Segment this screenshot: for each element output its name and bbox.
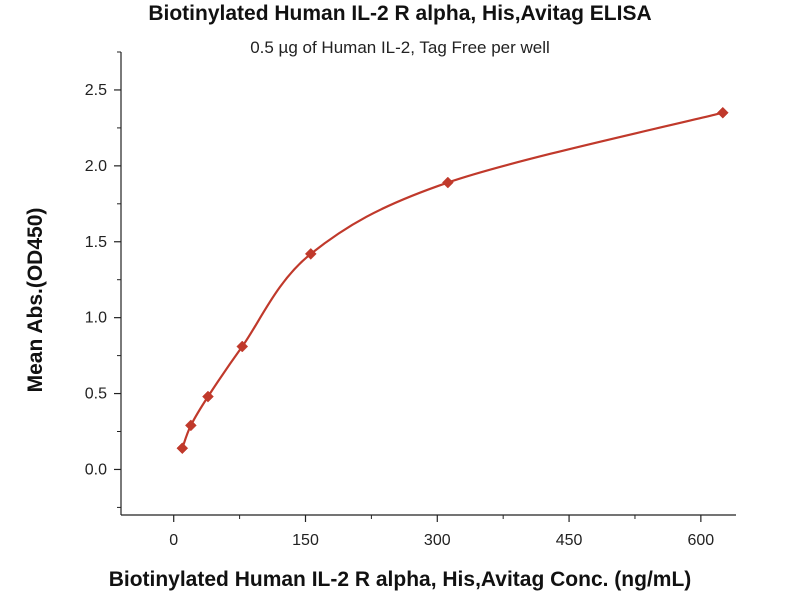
x-tick-label: 150 — [292, 532, 319, 549]
y-tick-label: 1.0 — [85, 310, 107, 327]
y-tick-label: 2.0 — [85, 158, 107, 175]
data-point — [184, 419, 197, 432]
x-tick-label: 450 — [556, 532, 583, 549]
x-tick-label: 300 — [424, 532, 451, 549]
chart-subtitle: 0.5 µg of Human IL-2, Tag Free per well — [250, 38, 550, 57]
data-point — [716, 106, 729, 119]
data-point — [441, 176, 454, 189]
x-axis-label: Biotinylated Human IL-2 R alpha, His,Avi… — [108, 568, 692, 591]
fit-curve — [181, 111, 724, 449]
y-tick-label: 0.0 — [85, 461, 107, 478]
y-tick-label: 2.5 — [85, 82, 107, 99]
data-point — [236, 340, 249, 353]
y-tick-label: 1.5 — [85, 234, 107, 251]
x-tick-label: 600 — [688, 532, 715, 549]
data-point — [176, 442, 189, 455]
chart-title: Biotinylated Human IL-2 R alpha, His,Avi… — [148, 2, 652, 25]
data-point — [304, 248, 317, 260]
x-tick-label: 0 — [169, 532, 178, 549]
data-point — [202, 390, 214, 403]
y-tick-label: 0.5 — [85, 386, 107, 403]
